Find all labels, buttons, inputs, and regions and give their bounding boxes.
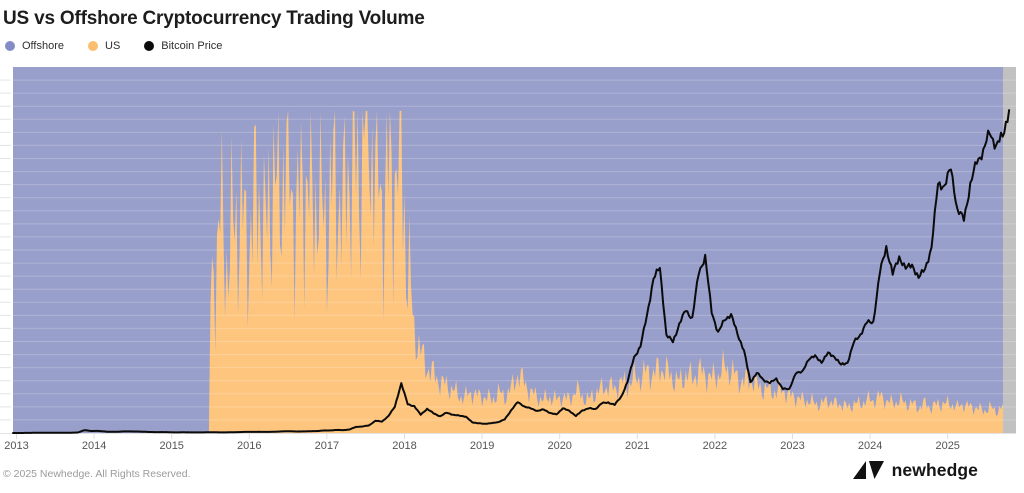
- svg-text:2021: 2021: [625, 440, 649, 452]
- svg-text:2024: 2024: [858, 440, 882, 452]
- offshore-dot-icon: [5, 41, 15, 51]
- volume-chart[interactable]: 2013 2014 2015 2016 2017 2018 2019 2020 2021 2022…: [0, 66, 1024, 458]
- chart-title: US vs Offshore Cryptocurrency Trading Vo…: [3, 8, 425, 29]
- svg-text:2022: 2022: [703, 440, 727, 452]
- bitcoin-price-dot-icon: [144, 41, 155, 51]
- svg-text:2013: 2013: [4, 440, 28, 452]
- svg-text:2023: 2023: [780, 440, 804, 452]
- svg-text:2018: 2018: [392, 440, 416, 452]
- legend-item-offshore[interactable]: Offshore: [5, 40, 64, 52]
- svg-text:2019: 2019: [470, 440, 494, 452]
- legend-label-bitcoin-price: Bitcoin Price: [161, 40, 223, 52]
- legend: Offshore US Bitcoin Price: [5, 40, 222, 52]
- copyright-text: © 2025 Newhedge. All Rights Reserved.: [3, 468, 191, 480]
- svg-text:2017: 2017: [315, 440, 339, 452]
- us-dot-icon: [88, 41, 98, 51]
- newhedge-wordmark: newhedge: [891, 460, 978, 480]
- svg-text:2016: 2016: [237, 440, 261, 452]
- svg-text:2020: 2020: [547, 440, 571, 452]
- legend-label-offshore: Offshore: [22, 40, 64, 52]
- legend-label-us: US: [105, 40, 121, 52]
- newhedge-brand[interactable]: newhedge: [852, 460, 978, 481]
- legend-item-us[interactable]: US: [88, 40, 120, 52]
- svg-text:2025: 2025: [935, 440, 959, 452]
- svg-text:2015: 2015: [159, 440, 183, 452]
- svg-text:2014: 2014: [82, 440, 106, 452]
- legend-item-bitcoin-price[interactable]: Bitcoin Price: [144, 40, 222, 52]
- newhedge-logo-icon: [852, 461, 884, 479]
